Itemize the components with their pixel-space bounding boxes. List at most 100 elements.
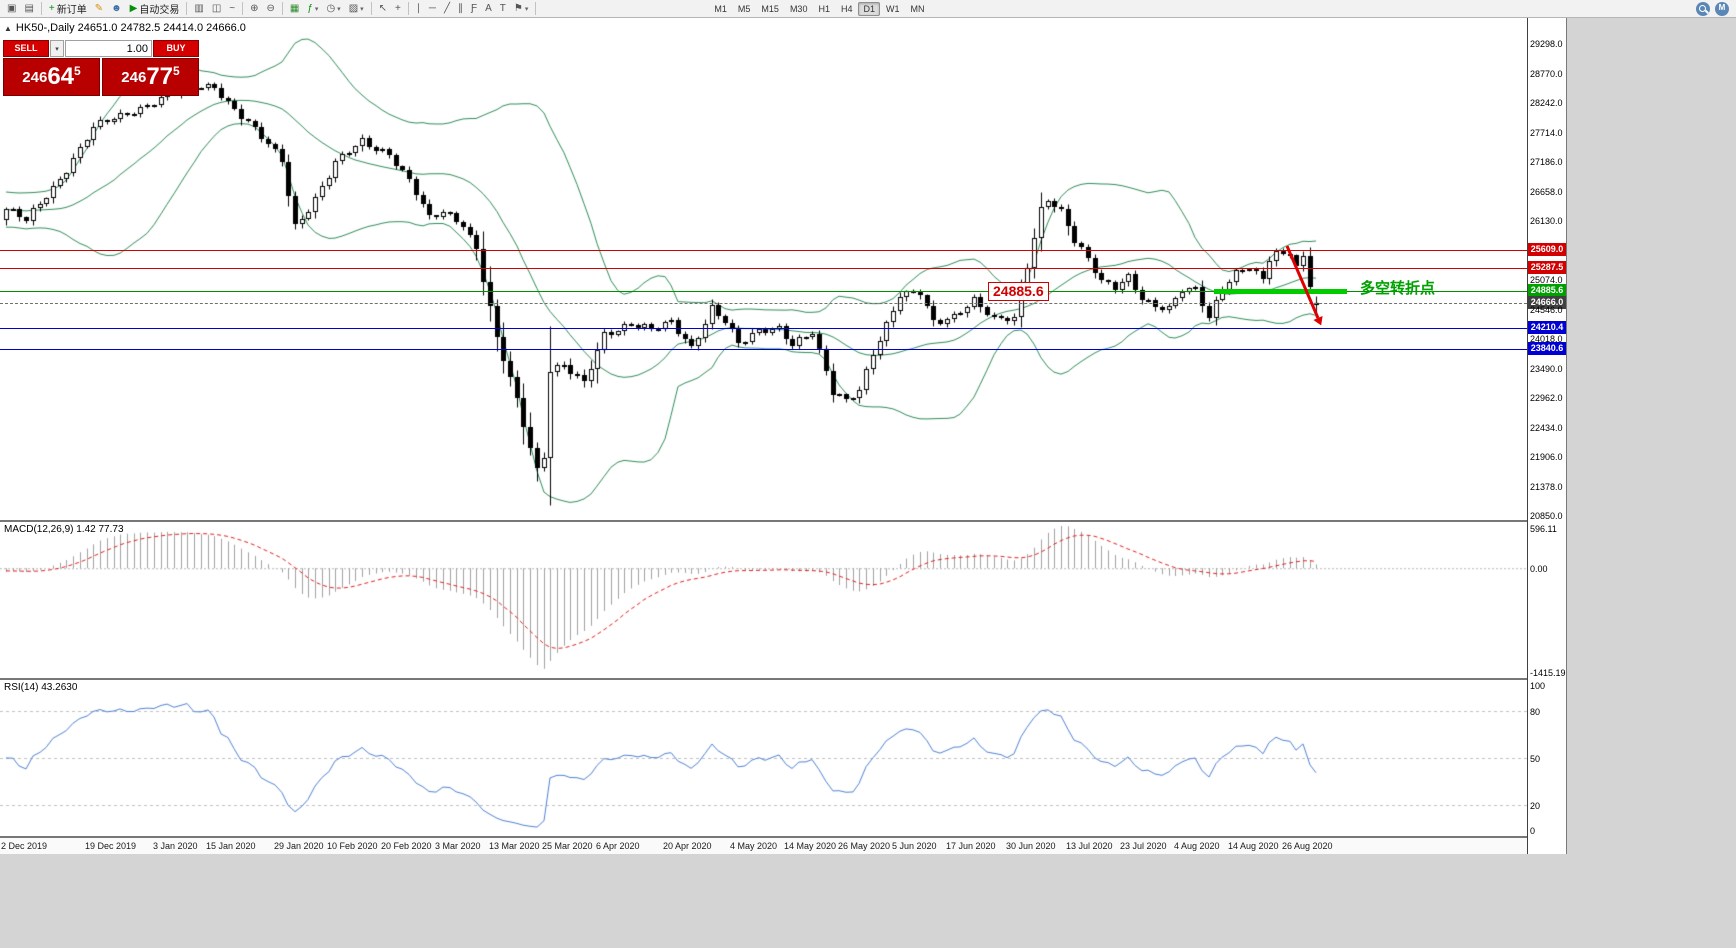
volume-input[interactable] — [65, 40, 152, 57]
toolbar-separator — [186, 2, 188, 15]
trendline-icon[interactable]: ╱ — [440, 0, 454, 17]
vertical-line-icon: ∣ — [415, 2, 421, 14]
new-order-button[interactable]: + 新订单 — [45, 0, 91, 17]
timeframe-h4[interactable]: H4 — [840, 3, 853, 14]
time-axis-label: 26 May 2020 — [838, 841, 891, 851]
buy-button[interactable]: BUY — [153, 40, 199, 57]
horizontal-line-23840.6[interactable] — [0, 349, 1527, 350]
metaeditor-icon: ✎ — [94, 2, 104, 14]
dropdown-caret-icon — [315, 3, 319, 14]
vertical-line-icon[interactable]: ∣ — [412, 0, 425, 17]
time-axis-label: 2 Dec 2019 — [1, 841, 48, 851]
horizontal-line-25609.0[interactable] — [0, 250, 1527, 251]
magnifier-handle-icon — [1705, 9, 1709, 14]
pane-splitter[interactable] — [0, 678, 1566, 680]
price-axis[interactable]: 25609.0 25287.5 24885.6 24666.0 24210.4 23840… — [1527, 18, 1566, 854]
fibonacci-icon[interactable]: Ƒ — [467, 0, 481, 17]
periods-icon[interactable]: ◷ — [322, 0, 344, 17]
community-icon-letter: M — [1718, 2, 1726, 12]
sell-button[interactable]: SELL — [3, 40, 49, 57]
volume-dropdown-button[interactable] — [50, 40, 64, 57]
rsi-axis-label: 80 — [1530, 707, 1541, 717]
price-decimal-digit: 5 — [173, 64, 180, 78]
new-order-window-icon[interactable]: ▣ — [3, 0, 20, 17]
horizontal-line-25287.5[interactable] — [0, 268, 1527, 269]
buy-price-display[interactable]: 246 77 5 — [102, 58, 199, 96]
metaeditor-icon[interactable]: ✎ — [91, 0, 107, 17]
price-chart-pane[interactable]: ▲ HK50-,Daily 24651.0 24782.5 24414.0 24… — [0, 18, 1527, 520]
turning-point-annotation-text[interactable]: 多空转折点 — [1360, 280, 1436, 297]
price-badge-24210.4: 24210.4 — [1528, 321, 1566, 334]
tile-windows-icon: ▦ — [289, 2, 300, 14]
price-axis-label: 26130.0 — [1530, 216, 1563, 226]
rsi-indicator-pane[interactable]: RSI(14) 43.2630 — [0, 680, 1527, 836]
dropdown-caret-icon — [337, 3, 341, 14]
zoom-out-icon: ⊖ — [266, 2, 275, 14]
community-icon[interactable]: M — [1715, 1, 1729, 16]
channel-icon[interactable]: ∥ — [454, 0, 467, 17]
turning-point-highlight-line[interactable] — [1214, 289, 1347, 294]
text-label-icon[interactable]: T — [496, 0, 510, 17]
timeframe-w1[interactable]: W1 — [886, 3, 900, 14]
periods-icon: ◷ — [326, 2, 336, 14]
time-axis-label: 26 Aug 2020 — [1282, 841, 1333, 851]
chart-window-hk50-daily: ▲ HK50-,Daily 24651.0 24782.5 24414.0 24… — [0, 18, 1567, 854]
pane-splitter[interactable] — [0, 836, 1566, 838]
current-price-line[interactable] — [0, 303, 1527, 304]
timeframe-h1[interactable]: H1 — [818, 3, 830, 14]
horizontal-line-24210.4[interactable] — [0, 328, 1527, 329]
toolbar-separator — [535, 2, 537, 15]
horizontal-line-icon: ─ — [428, 2, 436, 14]
price-axis-label: 29298.0 — [1530, 39, 1563, 49]
arrows-icon[interactable]: ⚑ — [510, 0, 532, 17]
horizontal-line-24885.6[interactable] — [0, 291, 1527, 292]
symbol-ohlc-text: HK50-,Daily 24651.0 24782.5 24414.0 2466… — [15, 22, 246, 34]
price-badge-25287.5: 25287.5 — [1528, 261, 1566, 274]
price-annotation-label[interactable]: 24885.6 — [988, 282, 1049, 301]
crosshair-icon[interactable]: + — [391, 0, 405, 17]
search-icon[interactable] — [1696, 1, 1710, 16]
one-click-trading-toggle[interactable]: ▲ — [4, 23, 12, 33]
sell-price-display[interactable]: 246 64 5 — [3, 58, 100, 96]
candlestick-chart-icon: ◫ — [211, 2, 222, 14]
bar-chart-icon[interactable]: ▥ — [190, 0, 207, 17]
candlestick-canvas[interactable] — [0, 18, 1527, 520]
time-axis-label: 10 Feb 2020 — [327, 841, 378, 851]
toolbar-separator — [407, 2, 409, 15]
mql5-community-icon[interactable]: ☻ — [107, 0, 126, 17]
cursor-icon[interactable]: ↖ — [375, 0, 391, 17]
timeframe-mn[interactable]: MN — [910, 3, 925, 14]
timeframe-m15[interactable]: M15 — [761, 3, 779, 14]
mql5-community-icon: ☻ — [111, 2, 122, 14]
price-axis-label: 27714.0 — [1530, 128, 1563, 138]
rsi-canvas[interactable] — [0, 680, 1527, 836]
timeframe-d1[interactable]: D1 — [858, 1, 880, 16]
timeframe-m1[interactable]: M1 — [714, 3, 727, 14]
time-axis-label: 30 Jun 2020 — [1006, 841, 1056, 851]
price-axis-label: 26658.0 — [1530, 187, 1563, 197]
channel-icon: ∥ — [458, 2, 464, 14]
indicators-icon[interactable]: ƒ — [303, 0, 322, 17]
autotrading-button[interactable]: ▶ 自动交易 — [126, 0, 184, 17]
zoom-in-icon[interactable]: ⊕ — [246, 0, 262, 17]
macd-canvas[interactable] — [0, 522, 1527, 678]
tile-windows-icon[interactable]: ▦ — [286, 0, 303, 17]
timeframe-m30[interactable]: M30 — [789, 3, 808, 14]
new-order-icon: + — [48, 2, 55, 14]
price-axis-label: 27186.0 — [1530, 157, 1563, 167]
timeframe-m5[interactable]: M5 — [737, 3, 751, 14]
profiles-icon[interactable]: ▤ — [20, 0, 37, 17]
rsi-axis-label: 100 — [1530, 681, 1546, 691]
text-icon[interactable]: A — [481, 0, 496, 17]
horizontal-line-icon[interactable]: ─ — [425, 0, 440, 17]
line-chart-icon[interactable]: ~ — [225, 0, 239, 17]
toolbar-separator — [242, 2, 244, 15]
macd-indicator-pane[interactable]: MACD(12,26,9) 1.42 77.73 — [0, 522, 1527, 678]
candlestick-chart-icon[interactable]: ◫ — [208, 0, 225, 17]
zoom-out-icon[interactable]: ⊖ — [263, 0, 279, 17]
templates-icon[interactable]: ▨ — [345, 0, 368, 17]
macd-axis-label: -1415.19 — [1530, 668, 1566, 678]
time-axis[interactable]: 2 Dec 2019 19 Dec 2019 3 Jan 2020 15 Jan 20… — [0, 838, 1527, 854]
pane-splitter[interactable] — [0, 520, 1566, 522]
